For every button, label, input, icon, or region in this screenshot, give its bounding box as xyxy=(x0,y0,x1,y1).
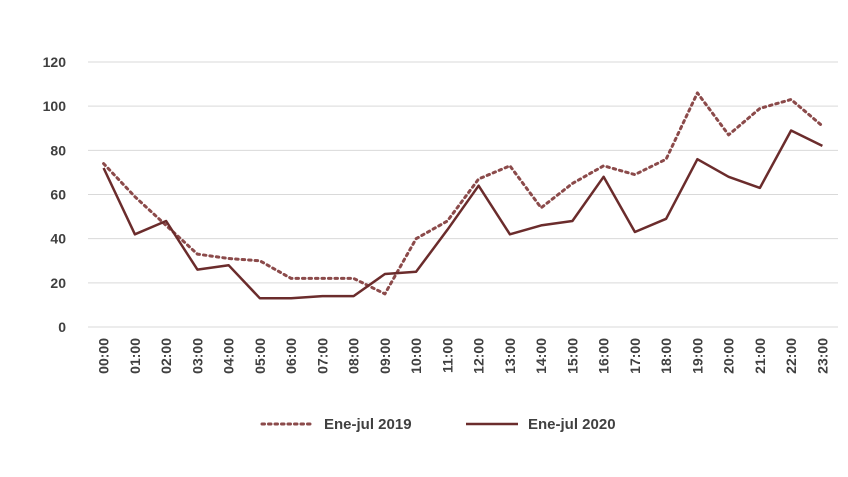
y-tick-label-40: 40 xyxy=(50,231,66,247)
x-tick-label-01-00: 01:00 xyxy=(127,338,143,374)
y-axis: 0 20 40 60 80 100 120 xyxy=(43,54,67,335)
x-tick-label-00-00: 00:00 xyxy=(96,338,112,374)
x-tick-label-10-00: 10:00 xyxy=(408,338,424,374)
x-tick-label-17-00: 17:00 xyxy=(627,338,643,374)
x-tick-label-23-00: 23:00 xyxy=(814,338,830,374)
y-tick-label-120: 120 xyxy=(43,54,67,70)
x-tick-label-13-00: 13:00 xyxy=(502,338,518,374)
x-tick-label-11-00: 11:00 xyxy=(439,338,455,373)
series-lines xyxy=(102,91,824,300)
x-tick-label-18-00: 18:00 xyxy=(658,338,674,374)
x-tick-label-04-00: 04:00 xyxy=(221,338,237,374)
x-tick-label-06-00: 06:00 xyxy=(283,338,299,374)
y-tick-label-80: 80 xyxy=(50,142,66,158)
x-axis: 00:00 01:00 02:00 03:00 04:00 05:00 06:00 07:00… xyxy=(96,338,831,374)
x-tick-label-05-00: 05:00 xyxy=(252,338,268,374)
gridlines xyxy=(88,61,838,328)
x-tick-label-09-00: 09:00 xyxy=(377,338,393,374)
x-tick-label-03-00: 03:00 xyxy=(189,338,205,374)
x-tick-label-20-00: 20:00 xyxy=(721,338,737,374)
series-line-ene-jul-2020 xyxy=(102,129,823,300)
y-tick-label-0: 0 xyxy=(58,319,66,335)
x-tick-label-07-00: 07:00 xyxy=(314,338,330,374)
x-tick-label-15-00: 15:00 xyxy=(564,338,580,374)
legend-label-ene-jul-2020: Ene-jul 2020 xyxy=(528,416,616,433)
x-tick-label-12-00: 12:00 xyxy=(471,338,487,374)
x-tick-label-21-00: 21:00 xyxy=(752,338,768,374)
y-tick-label-100: 100 xyxy=(43,98,67,114)
x-tick-label-02-00: 02:00 xyxy=(158,338,174,374)
legend: Ene-jul 2019 Ene-jul 2020 xyxy=(260,416,616,433)
x-tick-label-19-00: 19:00 xyxy=(689,338,705,374)
x-tick-label-22-00: 22:00 xyxy=(783,338,799,374)
series-line-ene-jul-2019 xyxy=(102,91,824,296)
legend-label-ene-jul-2019: Ene-jul 2019 xyxy=(324,416,412,433)
x-tick-label-14-00: 14:00 xyxy=(533,338,549,374)
y-tick-label-60: 60 xyxy=(50,187,66,203)
x-tick-label-08-00: 08:00 xyxy=(346,338,362,374)
y-tick-label-20: 20 xyxy=(50,275,66,291)
x-tick-label-16-00: 16:00 xyxy=(596,338,612,374)
